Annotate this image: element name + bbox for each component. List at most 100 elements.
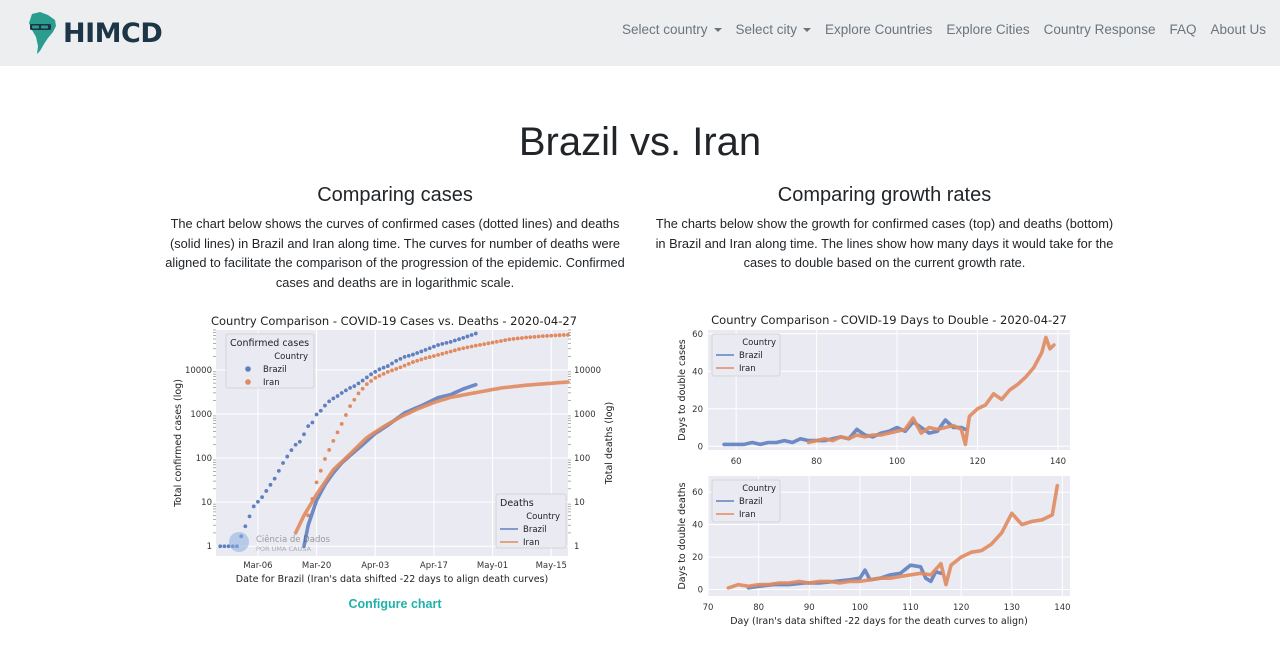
deaths-line-iran — [293, 380, 570, 535]
x-tick-label: 110 — [902, 603, 918, 613]
confirmed-point-iran — [423, 356, 428, 361]
double-line-iran — [726, 483, 1060, 590]
confirmed-point-brazil — [272, 476, 277, 481]
confirmed-point-iran — [549, 333, 554, 338]
y-tick-label: 20 — [692, 405, 703, 415]
y-tick-label: 20 — [692, 553, 703, 563]
confirmed-point-iran — [406, 361, 411, 366]
confirmed-point-iran — [348, 404, 352, 409]
x-tick-label: 80 — [811, 457, 822, 467]
navbar: HIMCD Select country Select city Explore C… — [0, 0, 1280, 66]
x-axis-label: Day (Iran's data shifted -22 days for th… — [730, 616, 1028, 627]
x-tick-label: May-15 — [536, 561, 567, 571]
confirmed-point-brazil — [369, 372, 373, 377]
x-axis-label: Date for Brazil (Iran's data shifted -22… — [236, 574, 548, 585]
confirmed-point-brazil — [348, 385, 352, 390]
nav-faq-link[interactable]: FAQ — [1169, 22, 1196, 37]
legend-box — [711, 333, 781, 377]
confirmed-point-iran — [427, 355, 432, 359]
brand-link[interactable]: HIMCD — [26, 10, 163, 56]
confirmed-point-iran — [331, 438, 336, 443]
y-tick-label-right: 10000 — [574, 366, 601, 376]
legend-title: Confirmed cases — [230, 338, 309, 349]
confirmed-point-brazil — [327, 399, 332, 404]
confirmed-point-iran — [327, 448, 332, 452]
watermark-logo-icon — [229, 532, 249, 552]
nav-item-label: Select city — [735, 22, 798, 37]
confirmed-point-iran — [566, 332, 570, 337]
confirmed-point-brazil — [339, 391, 344, 395]
confirmed-point-iran — [515, 336, 520, 341]
confirmed-point-iran — [545, 334, 549, 338]
confirmed-point-brazil — [218, 544, 223, 549]
confirmed-point-brazil — [281, 461, 285, 465]
nav-about-us-link[interactable]: About Us — [1210, 22, 1266, 37]
x-tick-label: 90 — [804, 603, 815, 613]
nav-item-label: Explore Cities — [946, 22, 1030, 37]
confirmed-point-brazil — [360, 378, 365, 383]
confirmed-point-brazil — [243, 524, 248, 529]
x-tick-label: May-01 — [477, 561, 508, 571]
confirmed-point-brazil — [381, 365, 386, 370]
x-tick-label: Apr-03 — [361, 561, 389, 571]
y-axis-label-left: Total confirmed cases (log) — [173, 379, 184, 508]
confirmed-point-brazil — [444, 340, 449, 345]
confirmed-point-brazil — [247, 514, 252, 519]
confirmed-point-brazil — [226, 544, 231, 549]
confirmed-series-iran — [306, 332, 570, 518]
confirmed-point-iran — [499, 339, 503, 343]
confirmed-point-iran — [335, 430, 340, 435]
x-tick-label: 100 — [852, 603, 868, 613]
legend-box — [225, 333, 315, 389]
confirmed-point-iran — [360, 386, 365, 391]
nav-country-response-link[interactable]: Country Response — [1044, 22, 1156, 37]
confirmed-point-brazil — [385, 364, 390, 368]
x-tick-label: 140 — [1054, 603, 1070, 613]
confirmed-point-iran — [377, 373, 382, 378]
nav-item-label: FAQ — [1169, 22, 1197, 37]
legend-marker-iran — [245, 379, 251, 385]
confirmed-point-iran — [352, 397, 357, 402]
nav-explore-countries-link[interactable]: Explore Countries — [825, 22, 932, 37]
confirmed-point-brazil — [256, 499, 260, 504]
y-tick-label-left: 10000 — [185, 366, 212, 376]
confirmed-point-brazil — [335, 394, 340, 398]
confirmed-point-iran — [524, 335, 528, 340]
nav-select-city-dropdown[interactable]: Select city — [736, 22, 812, 37]
confirmed-point-brazil — [293, 442, 298, 447]
y-tick-label-right: 1000 — [574, 410, 596, 420]
cases-vs-deaths-chart: Country Comparison - COVID-19 Cases vs. … — [173, 314, 615, 585]
legend: Country Brazil Iran — [711, 479, 781, 523]
confirmed-point-iran — [457, 347, 461, 352]
confirmed-point-iran — [465, 345, 470, 350]
confirmed-point-brazil — [419, 349, 424, 354]
configure-chart-link[interactable]: Configure chart — [348, 597, 442, 611]
confirmed-point-iran — [553, 333, 558, 338]
y-tick-label-right: 10 — [574, 498, 585, 508]
legend-subtitle: Country — [526, 512, 560, 522]
y-axis-label: Days to double cases — [677, 339, 688, 441]
x-tick-label: 80 — [753, 603, 764, 613]
confirmed-point-brazil — [260, 495, 264, 499]
confirmed-point-iran — [469, 344, 474, 349]
confirmed-point-brazil — [377, 367, 382, 372]
confirmed-point-brazil — [251, 504, 256, 509]
confirmed-point-brazil — [297, 439, 302, 444]
confirmed-point-iran — [385, 369, 390, 374]
confirmed-point-iran — [507, 337, 512, 342]
days-to-double-panel-1: Country Comparison - COVID-19 Days to Do… — [677, 313, 1070, 467]
legend-title: Country — [742, 484, 776, 494]
confirmed-point-iran — [381, 371, 386, 376]
nav-select-country-dropdown[interactable]: Select country — [622, 22, 722, 37]
legend-title: Country — [742, 338, 776, 348]
confirmed-point-iran — [411, 360, 415, 364]
confirmed-point-brazil — [364, 375, 369, 380]
confirmed-point-brazil — [423, 347, 428, 352]
nav-explore-cities-link[interactable]: Explore Cities — [946, 22, 1029, 37]
confirmed-point-brazil — [302, 432, 306, 437]
confirmed-point-brazil — [398, 357, 403, 361]
confirmed-point-brazil — [222, 544, 227, 549]
watermark-subtext: POR UMA CAUSA — [256, 545, 311, 553]
brand-name: HIMCD — [63, 17, 163, 49]
legend-label: Brazil — [739, 497, 763, 507]
